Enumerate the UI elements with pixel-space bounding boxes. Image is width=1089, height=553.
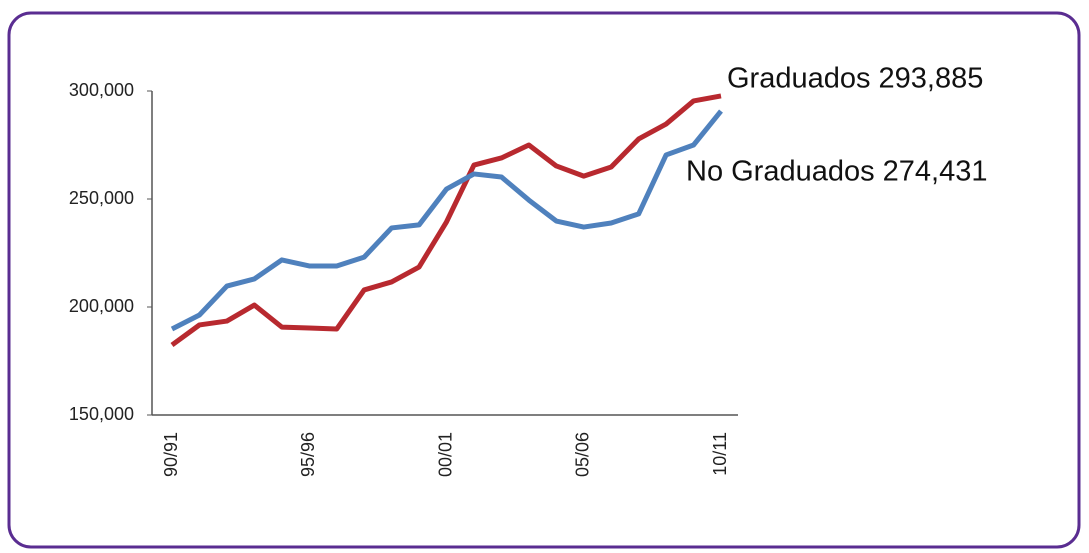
y-tick-label: 200,000 [69, 296, 134, 316]
x-tick-label: 95/96 [298, 432, 318, 477]
x-tick-label: 05/06 [573, 432, 593, 477]
x-tick-label: 10/11 [710, 432, 730, 476]
y-tick-label: 250,000 [69, 188, 134, 208]
frame [7, 11, 1081, 549]
x-tick-label: 00/01 [435, 432, 455, 477]
line-series [170, 109, 723, 332]
y-tick-label: 150,000 [69, 404, 134, 424]
x-tick-label: 90/91 [161, 432, 181, 477]
annotation: Graduados 293,885 [727, 63, 983, 95]
annotation: No Graduados 274,431 [686, 156, 988, 188]
y-tick-label: 300,000 [69, 80, 134, 100]
line-series [170, 93, 722, 348]
